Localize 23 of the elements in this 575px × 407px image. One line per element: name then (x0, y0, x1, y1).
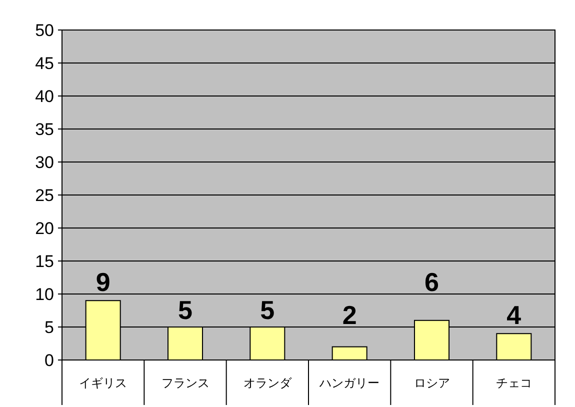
x-tick-label: ロシア (414, 376, 450, 390)
y-tick-label: 30 (35, 153, 54, 172)
x-tick-label: チェコ (496, 376, 532, 390)
data-label: 4 (506, 300, 522, 330)
data-label: 2 (342, 300, 357, 330)
y-tick-label: 10 (35, 285, 54, 304)
data-label: 5 (260, 295, 275, 325)
y-tick-label: 0 (44, 351, 54, 370)
data-label: 6 (424, 267, 439, 297)
y-tick-label: 50 (35, 21, 54, 40)
y-tick-label: 45 (35, 54, 54, 73)
y-tick-label: 15 (35, 252, 54, 271)
x-tick-label: ハンガリー (318, 376, 380, 390)
x-tick-label: イギリス (79, 376, 128, 390)
y-tick-label: 5 (44, 318, 54, 337)
x-tick-label: フランス (161, 376, 210, 390)
data-label: 5 (178, 295, 192, 325)
y-tick-label: 25 (35, 186, 54, 205)
y-tick-label: 35 (35, 120, 54, 139)
y-tick-label: 20 (35, 219, 54, 238)
y-tick-label: 40 (35, 87, 54, 106)
data-label: 9 (96, 267, 110, 297)
x-tick-label: オランダ (243, 376, 292, 390)
